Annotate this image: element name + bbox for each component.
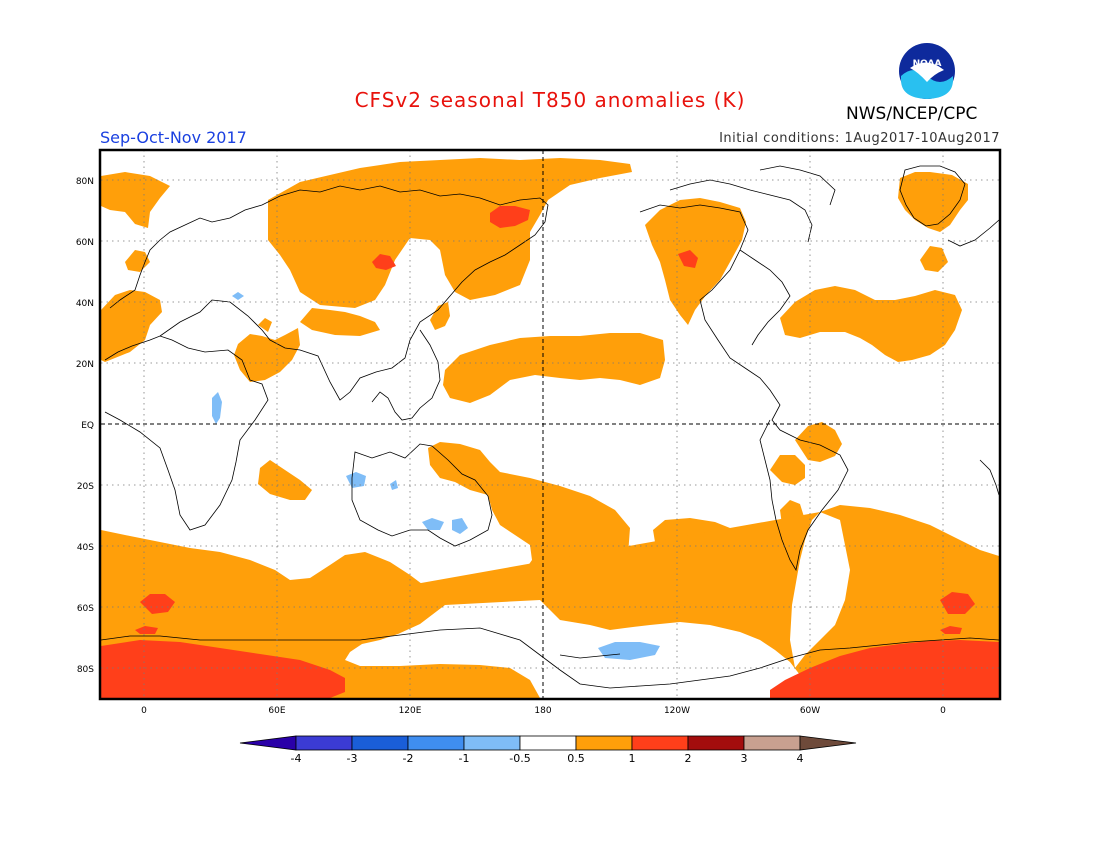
season-label: Sep-Oct-Nov 2017 (100, 128, 247, 147)
colorbar: -4 -3 -2 -1 -0.5 0.5 1 2 3 4 (239, 735, 857, 765)
colorbar-bin (351, 735, 409, 751)
lat-label: EQ (81, 421, 94, 431)
cool-anomaly-regions (212, 292, 660, 660)
colorbar-bin (799, 735, 857, 751)
colorbar-label: -2 (403, 752, 414, 765)
lat-label: 40N (76, 299, 94, 309)
colorbar-label: -1 (459, 752, 470, 765)
agency-label: NWS/NCEP/CPC (846, 104, 978, 124)
colorbar-bin (631, 735, 689, 751)
colorbar-label: 4 (797, 752, 804, 765)
colorbar-bin (687, 735, 745, 751)
latitude-labels: 80N 60N 40N 20N EQ 20S 40S 60S 80S (76, 177, 94, 675)
equator-and-dateline (101, 150, 999, 698)
colorbar-bin (239, 735, 297, 751)
graticule (101, 150, 999, 698)
longitude-labels: 0 60E 120E 180 120W 60W 0 (141, 706, 946, 716)
lon-label: 180 (534, 706, 551, 716)
lon-label: 60W (800, 706, 820, 716)
colorbar-bin (575, 735, 633, 751)
lat-label: 40S (77, 543, 94, 553)
lat-label: 80N (76, 177, 94, 187)
strong-warm-anomaly-regions (101, 206, 999, 698)
lon-label: 120E (399, 706, 422, 716)
colorbar-label: -3 (347, 752, 358, 765)
colorbar-label: 0.5 (567, 752, 585, 765)
noaa-logo-icon: NOAA (897, 41, 957, 101)
colorbar-bin (519, 735, 577, 751)
colorbar-label: -4 (291, 752, 302, 765)
lat-label: 20N (76, 360, 94, 370)
map-frame (98, 148, 1002, 701)
neutral-regions (345, 512, 850, 698)
lon-label: 0 (141, 706, 147, 716)
colorbar-label: -0.5 (509, 752, 530, 765)
noaa-logo-text: NOAA (913, 59, 942, 69)
anomaly-fields (101, 158, 999, 698)
colorbar-label: 3 (741, 752, 748, 765)
lon-label: 120W (664, 706, 690, 716)
lat-label: 20S (77, 482, 94, 492)
lat-label: 60S (77, 604, 94, 614)
lat-label: 60N (76, 238, 94, 248)
colorbar-bin (407, 735, 465, 751)
lat-label: 80S (77, 665, 94, 675)
colorbar-label: 2 (685, 752, 692, 765)
map-title: CFSv2 seasonal T850 anomalies (K) (354, 88, 746, 112)
lon-label: 60E (268, 706, 285, 716)
colorbar-bin (743, 735, 801, 751)
colorbar-bin (295, 735, 353, 751)
colorbar-bin (463, 735, 521, 751)
init-conditions-label: Initial conditions: 1Aug2017-10Aug2017 (719, 131, 1000, 146)
colorbar-label: 1 (629, 752, 636, 765)
lon-label: 0 (940, 706, 946, 716)
